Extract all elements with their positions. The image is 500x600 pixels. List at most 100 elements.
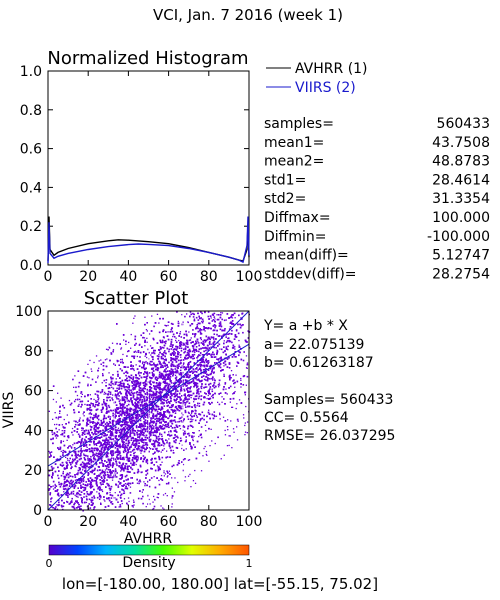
scatter-point (211, 371, 213, 373)
scatter-point (75, 455, 77, 457)
scatter-point (198, 388, 200, 390)
scatter-point (221, 318, 223, 321)
scatter-point (168, 377, 170, 379)
scatter-point (147, 430, 149, 433)
scatter-point (235, 329, 238, 332)
scatter-point (128, 446, 131, 449)
scatter-point (209, 386, 212, 388)
scatter-point (95, 416, 97, 418)
scatter-point (202, 356, 205, 358)
scatter-point (130, 408, 133, 410)
scatter-point (231, 323, 233, 325)
scatter-point (109, 431, 111, 433)
scatter-point (187, 362, 190, 364)
scatter-point (71, 431, 73, 434)
scatter-point (57, 492, 60, 495)
scatter-point (134, 446, 137, 448)
scatter-point (62, 485, 65, 488)
scatter-point (195, 368, 197, 370)
legend-label-viirs: VIIRS (2) (295, 80, 356, 96)
scatter-point (99, 450, 101, 452)
scatter-point (164, 376, 166, 379)
scatter-point (151, 468, 153, 470)
scatter-point (134, 457, 136, 459)
scatter-point (185, 333, 188, 336)
scatter-point (130, 368, 132, 370)
scatter-point (131, 482, 134, 484)
scatter-point (142, 366, 145, 369)
scatter-point (175, 378, 178, 381)
scatter-point (138, 393, 140, 396)
scatter-point (165, 390, 168, 392)
scatter-point (236, 418, 239, 421)
scatter-point (207, 311, 210, 313)
scatter-point (128, 414, 131, 417)
scatter-point (138, 365, 141, 367)
scatter-point (115, 498, 118, 501)
scatter-point (68, 485, 71, 487)
scatter-point (219, 321, 222, 323)
scatter-point (185, 345, 187, 348)
scatter-point (103, 446, 106, 449)
scatter-point (123, 469, 125, 472)
scatter-point (192, 316, 195, 318)
scatter-point (107, 505, 110, 507)
scatter-point (184, 382, 187, 384)
scatter-point (150, 387, 153, 389)
scatter-point (70, 482, 73, 484)
scatter-point (110, 384, 112, 387)
scatter-point (142, 361, 144, 363)
scatter-point (164, 380, 167, 382)
scatter-point (104, 446, 107, 448)
scatter-point (149, 380, 152, 382)
scatter-point (170, 434, 173, 437)
scatter-point (100, 448, 103, 451)
scatter-point (161, 388, 163, 390)
scatter-point (208, 413, 211, 415)
scatter-point (142, 409, 144, 412)
scatter-point (84, 441, 87, 444)
scatter-point (193, 357, 195, 360)
scatter-point (174, 371, 176, 374)
scatter-point (82, 489, 85, 492)
scatter-point (187, 373, 189, 376)
scatter-point (144, 436, 147, 439)
scatter-point (59, 446, 62, 449)
scatter-point (161, 389, 164, 392)
scatter-point (77, 487, 79, 489)
scatter-point (83, 486, 85, 489)
scatter-point (105, 446, 108, 449)
scatter-point (239, 351, 241, 354)
scatter-point (197, 375, 199, 377)
scatter-point (115, 470, 117, 472)
scatter-point (127, 451, 130, 453)
scatter-point (213, 353, 215, 356)
scatter-point (51, 477, 53, 479)
scatter-point (144, 403, 147, 406)
scatter-point (85, 445, 87, 447)
scatter-point (125, 435, 128, 437)
scatter-point (145, 448, 147, 451)
scatter-point (92, 405, 94, 407)
scatter-point (143, 373, 145, 375)
scatter-point (59, 486, 62, 488)
scatter-point (220, 356, 222, 359)
scatter-point (86, 417, 89, 420)
scatter-point (110, 485, 113, 488)
scatter-point (130, 432, 132, 435)
scatter-point (120, 478, 122, 480)
scatter-point (222, 388, 225, 391)
scatter-point (217, 335, 220, 337)
scatter-point (96, 400, 99, 403)
scatter-point (101, 408, 104, 411)
scatter-point (197, 312, 199, 315)
scatter-point (139, 404, 142, 406)
scatter-point (195, 457, 198, 460)
scatter-point (102, 407, 104, 409)
scatter-point (178, 383, 180, 386)
scatter-point (193, 397, 195, 400)
scatter-point (182, 419, 185, 422)
scatter-point (90, 450, 93, 453)
scatter-point (73, 409, 75, 411)
scatter-point (173, 393, 176, 396)
